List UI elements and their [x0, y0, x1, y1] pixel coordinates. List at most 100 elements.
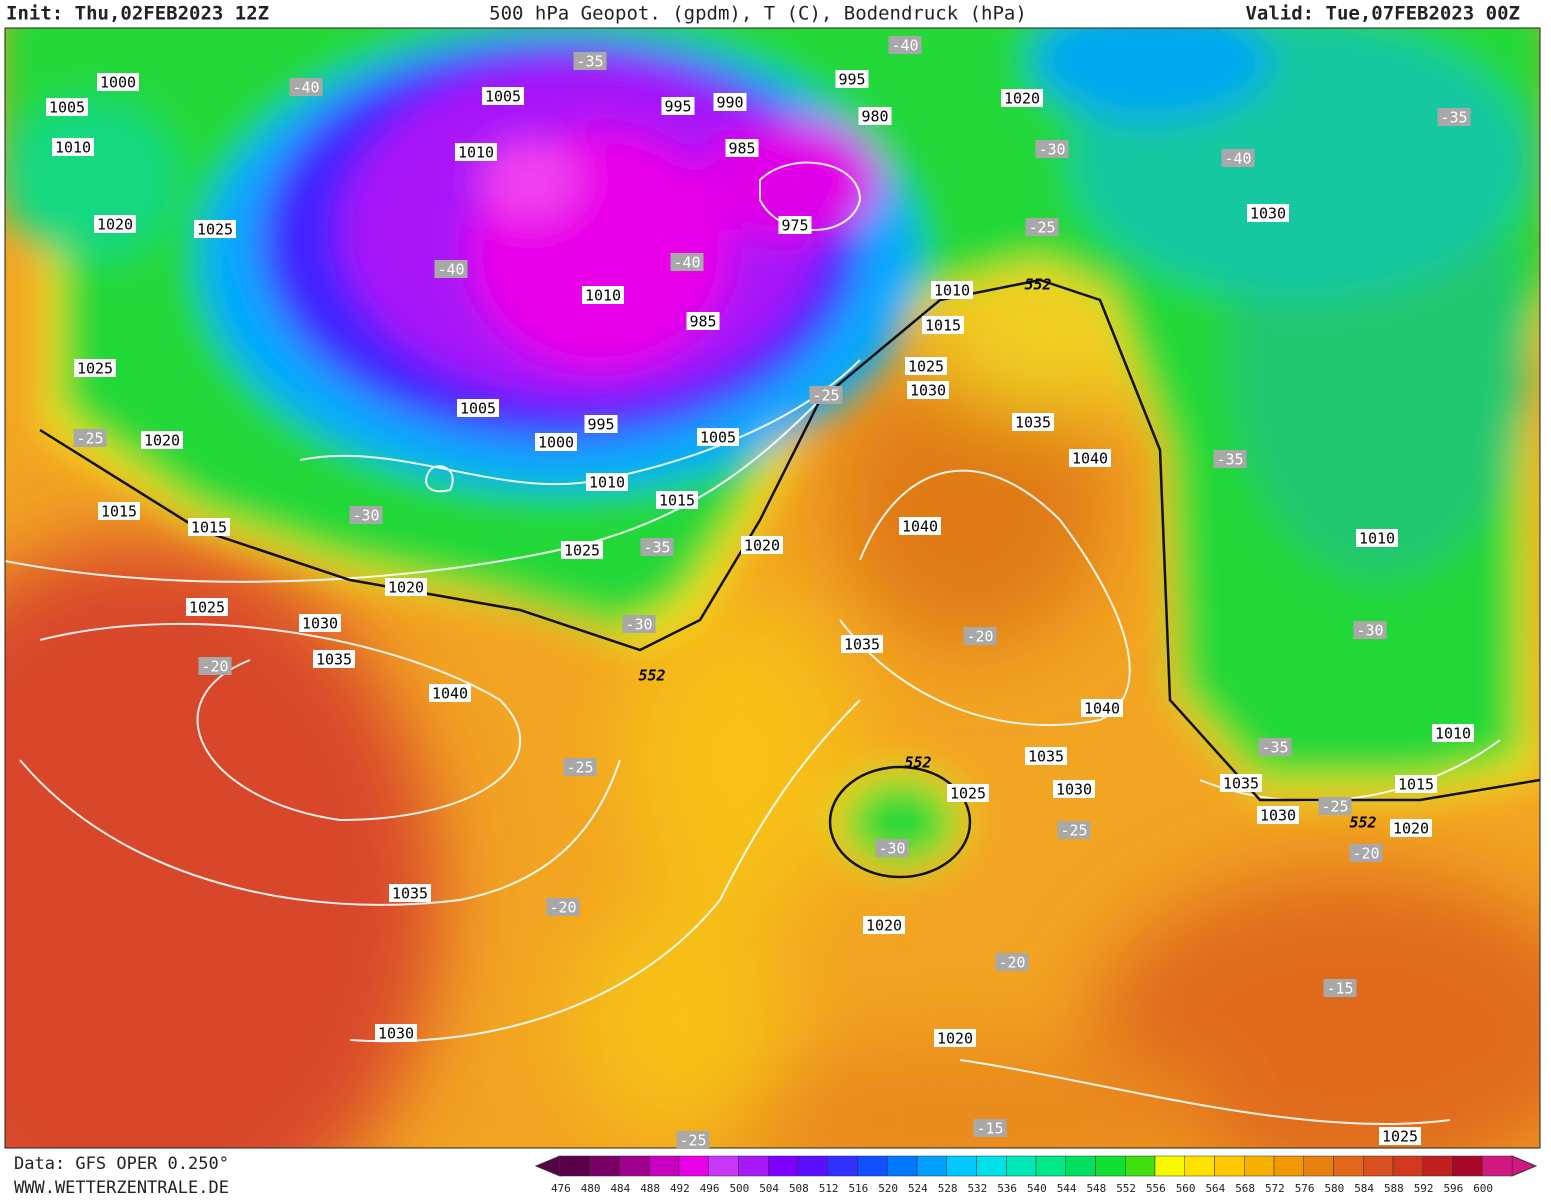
- pressure-label: 1015: [659, 492, 695, 510]
- contour-label: 552: [904, 754, 931, 772]
- pressure-label-box: [947, 784, 989, 802]
- colorbar-swatch: [678, 1155, 709, 1177]
- pressure-label: 1035: [316, 651, 352, 669]
- pressure-label: 1025: [908, 358, 944, 376]
- pressure-label: 1020: [744, 537, 780, 555]
- temperature-label: -25: [679, 1132, 706, 1150]
- colorbar-swatch: [1333, 1155, 1364, 1177]
- temperature-label: -35: [1440, 109, 1467, 127]
- temperature-label: -25: [1321, 798, 1348, 816]
- colorbar-label: 548: [1086, 1182, 1106, 1195]
- colorbar-label: 568: [1235, 1182, 1255, 1195]
- pressure-label: 1040: [902, 518, 938, 536]
- pressure-label-box: [661, 97, 695, 115]
- colorbar-swatch: [1006, 1155, 1037, 1177]
- pressure-label-box: [457, 399, 499, 417]
- contour-label: 552: [638, 667, 665, 685]
- pressure-label: 990: [716, 94, 743, 112]
- pressure-label-box: [299, 614, 341, 632]
- colorbar-swatch: [708, 1155, 739, 1177]
- pressure-label: 1025: [189, 599, 225, 617]
- pressure-label: 1025: [197, 221, 233, 239]
- colorbar-label: 580: [1324, 1182, 1344, 1195]
- pressure-label: 1030: [302, 615, 338, 633]
- pressure-label-box: [922, 316, 964, 334]
- pressure-label: 1030: [1056, 781, 1092, 799]
- pressure-label-box: [1257, 806, 1299, 824]
- colorbar-arrow-left: [534, 1155, 561, 1177]
- pressure-label-box: [1081, 699, 1123, 717]
- colorbar-swatch: [619, 1155, 650, 1177]
- pressure-label: 1025: [77, 360, 113, 378]
- colorbar-label: 524: [908, 1182, 928, 1195]
- temperature-label-box: [546, 898, 580, 916]
- pressure-label: 1035: [844, 636, 880, 654]
- colorbar-swatch: [589, 1155, 620, 1177]
- pressure-label-box: [1025, 747, 1067, 765]
- pressure-label: 1040: [1084, 700, 1120, 718]
- colorbar-swatch: [916, 1155, 947, 1177]
- pressure-label: 1000: [538, 434, 574, 452]
- pressure-label: 1010: [1435, 725, 1471, 743]
- isobars: [5, 161, 1501, 1126]
- pressure-label: 1025: [950, 785, 986, 803]
- colorbar-label: 504: [759, 1182, 779, 1195]
- colorbar-label: 536: [997, 1182, 1017, 1195]
- pressure-label: 1015: [925, 317, 961, 335]
- temperature-label-box: [1221, 149, 1255, 167]
- pressure-label: 1015: [101, 503, 137, 521]
- temperature-label-box: [1323, 979, 1357, 997]
- temperature-label-box: [622, 615, 656, 633]
- temperature-label: -35: [1261, 739, 1288, 757]
- pressure-label-box: [429, 684, 471, 702]
- colorbar-swatch: [1273, 1155, 1304, 1177]
- colorbar-label: 500: [729, 1182, 749, 1195]
- colorbar-swatch: [1244, 1155, 1275, 1177]
- pressure-label: 1025: [564, 542, 600, 560]
- pressure-label: 1015: [1398, 776, 1434, 794]
- colorbar-label: 592: [1414, 1182, 1434, 1195]
- pressure-label: 1005: [485, 88, 521, 106]
- colorbar-label: 496: [700, 1182, 720, 1195]
- temperature-label: -40: [437, 261, 464, 279]
- pressure-label: 1015: [191, 519, 227, 537]
- temperature-label: -30: [625, 616, 652, 634]
- colorbar-swatch: [887, 1155, 918, 1177]
- colorbar-swatch: [1065, 1155, 1096, 1177]
- temperature-label-box: [1057, 821, 1091, 839]
- colorbar-swatch: [857, 1155, 888, 1177]
- pressure-label-box: [46, 98, 88, 116]
- colorbar-label: 516: [848, 1182, 868, 1195]
- temperature-label: -25: [812, 387, 839, 405]
- temperature-label: -35: [576, 53, 603, 71]
- pressure-label-box: [907, 381, 949, 399]
- temperature-label-box: [670, 253, 704, 271]
- temperature-label: -25: [566, 759, 593, 777]
- pressure-label-box: [1432, 724, 1474, 742]
- temperature-label: -20: [998, 954, 1025, 972]
- colorbar-label: 488: [640, 1182, 660, 1195]
- colorbar-label: 564: [1205, 1182, 1225, 1195]
- colorbar-label: 596: [1443, 1182, 1463, 1195]
- pressure-label: 1035: [1015, 414, 1051, 432]
- pressure-label-box: [584, 415, 618, 433]
- temperature-label-box: [676, 1131, 710, 1149]
- colorbar-swatch: [1184, 1155, 1215, 1177]
- pressure-label: 1010: [1359, 530, 1395, 548]
- pressure-label-box: [931, 281, 973, 299]
- contour-label: 552: [1024, 276, 1051, 294]
- temperature-label-box: [888, 36, 922, 54]
- pressure-label: 980: [861, 108, 888, 126]
- pressure-label: 1025: [1382, 1128, 1418, 1146]
- temperature-label: -20: [549, 899, 576, 917]
- colorbar-label: 552: [1116, 1182, 1136, 1195]
- temperature-label-box: [1035, 140, 1069, 158]
- pressure-label: 1035: [1028, 748, 1064, 766]
- pressure-label-box: [725, 139, 759, 157]
- pressure-label-box: [375, 1024, 417, 1042]
- temperature-label: -20: [201, 658, 228, 676]
- temperature-label-box: [1353, 621, 1387, 639]
- pressure-label-box: [535, 433, 577, 451]
